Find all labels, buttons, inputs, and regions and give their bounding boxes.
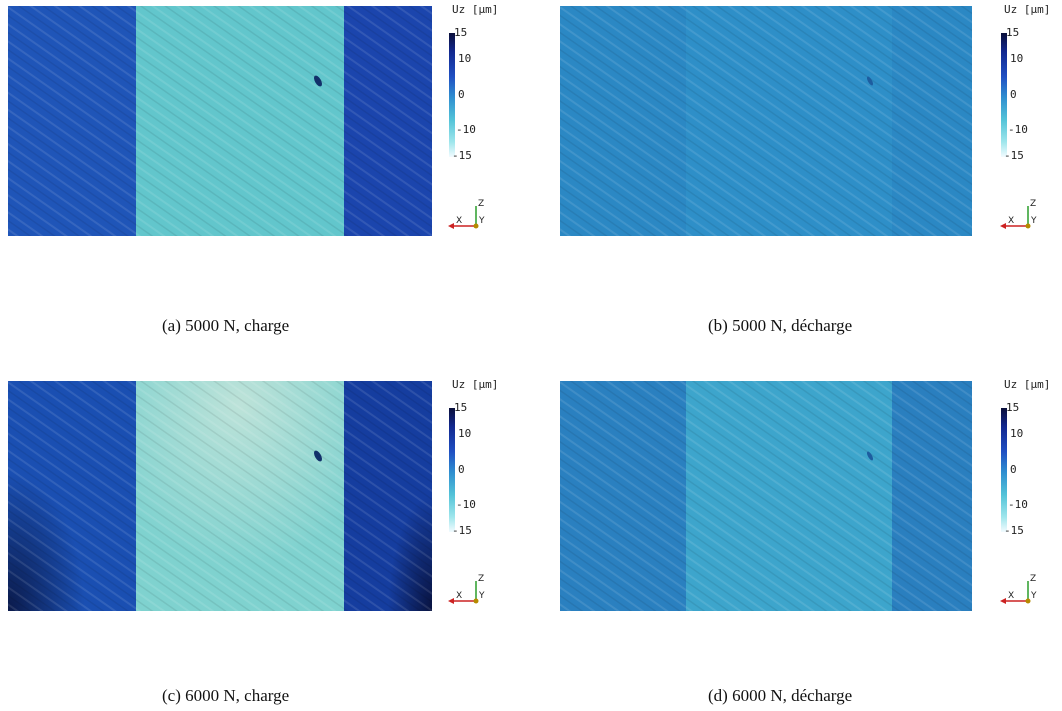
colorbar [1001,33,1007,157]
displacement-field-svg [8,381,432,611]
colorbar-title: Uz [μm] [1004,378,1051,391]
axis-x-label: X [456,216,462,226]
axis-y-label: Y [1030,216,1037,226]
axis-y-label: Y [1030,591,1037,601]
colorbar-title: Uz [μm] [452,378,499,391]
caption-a: (a) 5000 N, charge [162,316,290,335]
axis-triad: Z X Y [996,567,1056,607]
colorbar-tick: 15 [1006,26,1020,39]
axis-y-label: Y [478,216,485,226]
panel-c: Uz [μm] 15 10 0 -10 -15 Z X Y [8,378,508,611]
panel-d: Uz [μm] 15 10 0 -10 -15 Z X Y [560,378,1060,611]
caption-c: (c) 6000 N, charge [162,686,290,705]
displacement-field-svg [560,6,972,236]
colorbar-tick: 10 [458,52,472,65]
colorbar-title: Uz [μm] [1004,3,1051,16]
defect-spot [866,76,874,86]
displacement-field-image [560,6,984,236]
colorbar-tick: 10 [1010,52,1024,65]
defect-spot [314,450,322,462]
caption-d: (d) 6000 N, décharge [708,686,853,705]
displacement-field-image [8,381,432,611]
colorbar-tick: 0 [1010,88,1017,101]
colorbar-tick: 0 [1010,463,1017,476]
defect-spot [314,75,322,87]
displacement-field-svg [8,6,432,236]
axis-x-label: X [1008,216,1014,226]
colorbar-tick: -15 [1004,149,1024,162]
panel-a: Uz [μm] 15 10 0 -10 -15 Z X Y [8,3,508,236]
axis-x-label: X [456,591,462,601]
defect-spot [866,451,874,461]
colorbar-tick: 10 [458,427,472,440]
colorbar [1001,408,1007,532]
colorbar-tick: -15 [452,149,472,162]
colorbar-tick: 0 [458,88,465,101]
displacement-field-svg [560,381,972,611]
panel-b: Uz [μm] 15 10 0 -10 -15 Z X Y [560,3,1060,236]
colorbar-tick: 15 [454,26,468,39]
axis-z-label: Z [1030,574,1036,584]
axis-z-label: Z [478,574,484,584]
colorbar-title: Uz [μm] [452,3,499,16]
axis-y-label: Y [478,591,485,601]
axis-triad: Z X Y [444,567,504,607]
colorbar-tick: -15 [452,524,472,537]
colorbar-tick: -15 [1004,524,1024,537]
axis-triad: Z X Y [996,192,1056,232]
colorbar-tick: -10 [1008,123,1028,136]
colorbar-tick: -10 [1008,498,1028,511]
colorbar-tick: 0 [458,463,465,476]
axis-triad: Z X Y [444,192,504,232]
displacement-field-image [8,6,432,236]
texture-overlay [8,6,432,236]
axis-z-label: Z [478,199,484,209]
texture-overlay [560,6,972,236]
texture-overlay [8,381,432,611]
axis-x-label: X [1008,591,1014,601]
colorbar-tick: -10 [456,123,476,136]
caption-b: (b) 5000 N, décharge [708,316,853,335]
colorbar-tick: 10 [1010,427,1024,440]
axis-z-label: Z [1030,199,1036,209]
texture-overlay [560,381,972,611]
colorbar [449,408,455,532]
colorbar [449,33,455,157]
colorbar-tick: 15 [454,401,468,414]
colorbar-tick: 15 [1006,401,1020,414]
colorbar-tick: -10 [456,498,476,511]
displacement-field-image [560,381,984,611]
